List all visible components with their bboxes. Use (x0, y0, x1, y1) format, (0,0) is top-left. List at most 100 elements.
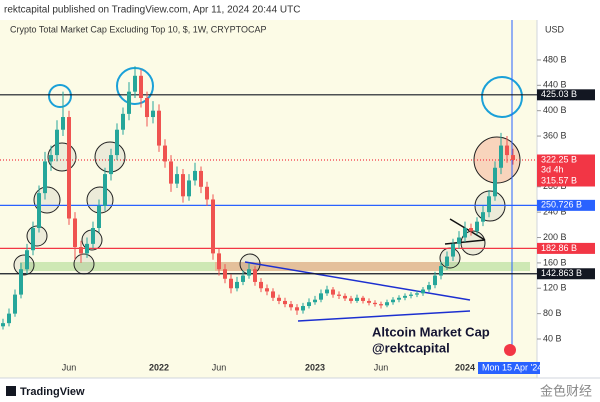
y-tick-label: 40 B (543, 333, 562, 343)
y-tick-label: 160 B (543, 257, 567, 267)
candle-body (493, 167, 497, 197)
candle-body (481, 212, 485, 222)
y-tick-label: 80 B (543, 308, 562, 318)
annotation: Altcoin Market Cap (372, 324, 490, 339)
candle-body (193, 170, 197, 181)
candle-body (55, 129, 59, 156)
level-label-box (537, 199, 595, 211)
candle-body (289, 304, 293, 308)
candle-body (457, 237, 461, 244)
triangle-lines (244, 261, 471, 322)
candle-body (451, 243, 455, 257)
candle-body (283, 300, 287, 305)
resistance-zone (215, 262, 440, 271)
candle-body (445, 256, 449, 267)
x-tick-label: Jun (374, 362, 389, 372)
candle-body (211, 199, 215, 254)
circle (481, 76, 523, 118)
candle-body (271, 291, 275, 298)
y-tick-label: 240 B (543, 207, 567, 217)
candle-body (433, 275, 437, 286)
level-label: 322.25 B (541, 154, 577, 164)
candle-body (403, 295, 407, 298)
candle-body (505, 145, 509, 156)
x-tick-label: 2023 (305, 362, 325, 372)
candle-body (511, 155, 515, 160)
candle-body (415, 293, 419, 295)
candle-body (367, 300, 371, 303)
y-tick-label: 120 B (543, 283, 567, 293)
y-tick-label: 200 B (543, 232, 567, 242)
candle-body (85, 243, 89, 254)
candle-body (499, 145, 503, 168)
publisher-line: rektcapital published on TradingView.com… (4, 5, 300, 16)
candle-body (79, 247, 83, 254)
candle-body (349, 298, 353, 301)
candle-body (301, 306, 305, 311)
candle-body (157, 110, 161, 146)
trend-line (444, 239, 486, 245)
candle-body (19, 269, 23, 295)
circle (439, 247, 461, 269)
logo-text: TradingView (20, 386, 85, 398)
candle-body (295, 307, 299, 311)
candle-body (7, 313, 11, 324)
candle-body (91, 228, 95, 244)
candle-body (181, 174, 185, 197)
candle-body (199, 170, 203, 187)
candle-body (409, 294, 413, 296)
candle-body (67, 117, 71, 219)
candle-body (391, 299, 395, 303)
chart-title: Crypto Total Market Cap Excluding Top 10… (10, 24, 266, 34)
x-tick-label: 2024 (455, 362, 475, 372)
trend-line (449, 218, 486, 241)
x-tick-label: Jun (62, 362, 77, 372)
level-label: 315.57 B (541, 175, 577, 185)
y-tick-label: 360 B (543, 130, 567, 140)
candle-body (427, 285, 431, 290)
candle-body (133, 75, 137, 92)
level-label-box (537, 89, 595, 101)
candle-body (475, 221, 479, 232)
event-icon (504, 344, 516, 356)
candle-body (361, 297, 365, 301)
candle-body (109, 155, 113, 175)
candle-body (151, 110, 155, 118)
candle-body (61, 117, 65, 130)
candle-body (331, 289, 335, 295)
candle-body (247, 269, 251, 276)
cursor-label: Mon 15 Apr '24 (482, 362, 542, 372)
candle-body (373, 302, 377, 305)
wedge-lines (444, 218, 486, 245)
candle-body (241, 275, 245, 282)
candle-body (25, 250, 29, 270)
level-label: 182.86 B (541, 243, 577, 253)
candle-body (49, 155, 53, 162)
candle-body (487, 196, 491, 213)
y-tick-label: 400 B (543, 105, 567, 115)
level-label-box (537, 154, 595, 176)
candle-body (313, 299, 317, 303)
candle-body (229, 278, 233, 289)
candle-body (463, 228, 467, 238)
candle-body (103, 174, 107, 206)
circle (73, 253, 95, 275)
circle (26, 225, 48, 247)
level-label: 142.863 B (541, 268, 582, 278)
cursor-label-box (478, 362, 540, 374)
candle-body (307, 302, 311, 307)
currency: USD (545, 24, 565, 34)
candle-body (139, 75, 143, 99)
candle-body (265, 288, 269, 292)
candle-body (31, 228, 35, 251)
x-tick-label: Jun (212, 362, 227, 372)
plot-area (0, 20, 537, 378)
candle-body (163, 145, 167, 162)
candle-body (397, 297, 401, 300)
candle-body (1, 323, 5, 327)
circle (48, 84, 72, 108)
level-label: 425.03 B (541, 89, 577, 99)
candle-body (439, 266, 443, 276)
candle-body (37, 193, 41, 229)
